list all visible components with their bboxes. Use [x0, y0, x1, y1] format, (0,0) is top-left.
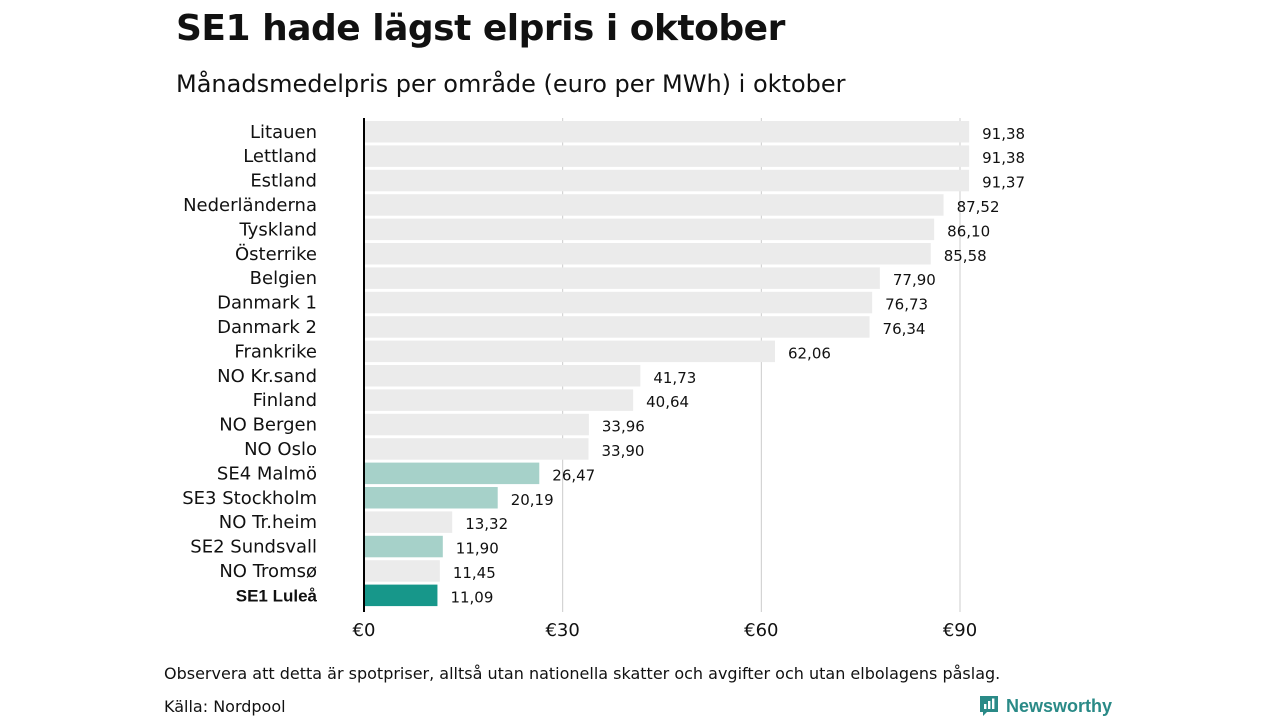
newsworthy-logo-icon: [980, 696, 998, 716]
category-label: Österrike: [235, 243, 317, 265]
category-label: SE4 Malmö: [217, 463, 317, 484]
bar: [364, 243, 931, 265]
category-label: Danmark 2: [217, 317, 317, 338]
bar-chart: Litauen 91,38 Lettland 91,38 Estland 91,37 Ned…: [182, 118, 1025, 641]
category-label: NO Tr.heim: [219, 512, 317, 533]
value-label: 87,52: [957, 198, 1000, 216]
category-label: Nederländerna: [183, 195, 317, 216]
category-label: NO Bergen: [219, 415, 317, 436]
x-tick-label: €30: [545, 620, 579, 641]
value-label: 91,38: [982, 149, 1025, 167]
value-label: 91,37: [982, 174, 1025, 192]
bar: [364, 438, 589, 460]
value-label: 13,32: [465, 515, 508, 533]
bar: [364, 169, 970, 192]
chart-source: Källa: Nordpool: [164, 697, 286, 716]
value-label: 20,19: [511, 491, 554, 509]
value-label: 76,73: [885, 296, 928, 314]
x-tick-label: €0: [353, 620, 376, 641]
bar: [364, 267, 880, 289]
category-label: SE3 Stockholm: [182, 488, 317, 509]
value-label: 33,96: [602, 418, 645, 436]
bar: [364, 560, 440, 582]
category-label: NO Kr.sand: [217, 366, 317, 387]
value-label: 11,90: [456, 540, 499, 558]
value-label: 41,73: [653, 369, 696, 387]
chart-title: SE1 hade lägst elpris i oktober: [176, 8, 785, 49]
bar: [364, 194, 944, 216]
bar: [364, 511, 453, 533]
category-label: Danmark 1: [217, 293, 317, 314]
chart-subtitle: Månadsmedelpris per område (euro per MWh…: [176, 70, 846, 98]
category-label: NO Oslo: [244, 439, 317, 460]
x-tick-label: €90: [943, 620, 977, 641]
value-label: 33,90: [601, 442, 644, 460]
bar: [364, 487, 498, 509]
value-label: 40,64: [646, 393, 689, 411]
bar: [364, 535, 443, 558]
bar: [364, 291, 873, 314]
bar: [364, 218, 935, 241]
brand-logo: Newsworthy: [978, 694, 1112, 718]
category-label: Tyskland: [238, 219, 317, 240]
category-label: Litauen: [250, 122, 317, 143]
value-label: 76,34: [883, 320, 926, 338]
bar: [364, 413, 589, 436]
value-label: 91,38: [982, 125, 1025, 143]
bar: [364, 340, 775, 363]
bar: [364, 365, 641, 387]
bar: [364, 584, 438, 607]
value-label: 11,45: [453, 564, 496, 582]
value-label: 62,06: [788, 344, 831, 362]
x-tick-label: €60: [744, 620, 778, 641]
category-label: Belgien: [250, 268, 317, 289]
value-label: 77,90: [893, 271, 936, 289]
category-label: SE2 Sundsvall: [190, 537, 317, 558]
category-label: SE1 Luleå: [236, 586, 318, 605]
bar: [364, 462, 540, 485]
bar: [364, 145, 970, 167]
category-label: Frankrike: [234, 341, 317, 362]
bar: [364, 121, 970, 143]
value-label: 11,09: [450, 588, 493, 606]
bar: [364, 389, 634, 411]
category-label: Lettland: [243, 146, 317, 167]
chart-footnote: Observera att detta är spotpriser, allts…: [164, 664, 1001, 683]
bar: [364, 316, 870, 338]
value-label: 85,58: [944, 247, 987, 265]
value-label: 26,47: [552, 466, 595, 484]
category-label: Estland: [250, 171, 317, 192]
category-label: NO Tromsø: [219, 561, 317, 582]
brand-name: Newsworthy: [1006, 695, 1113, 716]
value-label: 86,10: [947, 222, 990, 240]
category-label: Finland: [253, 390, 317, 411]
